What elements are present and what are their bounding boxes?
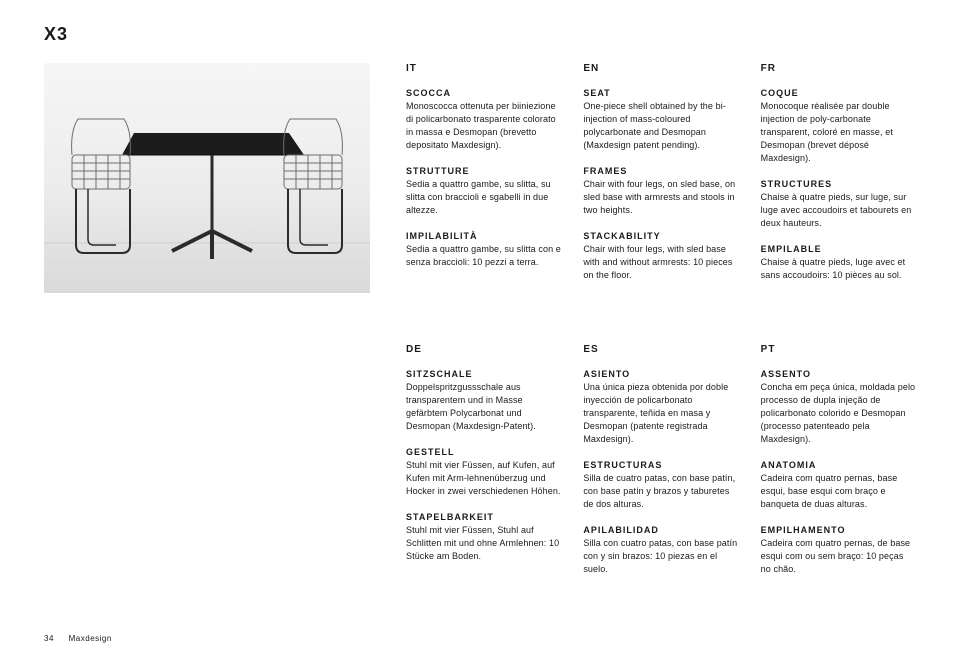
section-body: Sedia a quattro gambe, su slitta, su sli…: [406, 178, 561, 217]
lang-label-fr: FR: [761, 63, 916, 74]
section-title: ASSENTO: [761, 369, 916, 379]
section-title: ASIENTO: [583, 369, 738, 379]
section: EMPILHAMENTO Cadeira com quatro pernas, d…: [761, 525, 916, 576]
section-title: STRUCTURES: [761, 179, 916, 189]
section: IMPILABILITÀ Sedia a quattro gambe, su sl…: [406, 231, 561, 269]
section-title: GESTELL: [406, 447, 561, 457]
section: COQUE Monocoque réalisée par double injec…: [761, 88, 916, 165]
col-es: ES ASIENTO Una única pieza obtenida por d…: [583, 344, 738, 590]
section: ESTRUCTURAS Silla de cuatro patas, con ba…: [583, 460, 738, 511]
section-body: Silla con cuatro patas, con base patín c…: [583, 537, 738, 576]
lower-columns: DE SITZSCHALE Doppelspritzgussschale aus …: [406, 344, 916, 590]
section: GESTELL Stuhl mit vier Füssen, auf Kufen,…: [406, 447, 561, 498]
page-number: 34: [44, 634, 54, 643]
section-title: ESTRUCTURAS: [583, 460, 738, 470]
section-title: APILABILIDAD: [583, 525, 738, 535]
section: STAPELBARKEIT Stuhl mit vier Füssen, Stuh…: [406, 512, 561, 563]
lang-label-de: DE: [406, 344, 561, 355]
section: APILABILIDAD Silla con cuatro patas, con …: [583, 525, 738, 576]
section: STACKABILITY Chair with four legs, with s…: [583, 231, 738, 282]
section-body: One-piece shell obtained by the bi-injec…: [583, 100, 738, 152]
section-title: STRUTTURE: [406, 166, 561, 176]
section: ASSENTO Concha em peça única, moldada pel…: [761, 369, 916, 446]
section-title: EMPILHAMENTO: [761, 525, 916, 535]
page: X3: [0, 0, 960, 657]
section-title: FRAMES: [583, 166, 738, 176]
col-en: EN SEAT One-piece shell obtained by the b…: [583, 63, 738, 296]
col-fr: FR COQUE Monocoque réalisée par double in…: [761, 63, 916, 296]
section-title: STAPELBARKEIT: [406, 512, 561, 522]
section-body: Sedia a quattro gambe, su slitta con e s…: [406, 243, 561, 269]
lang-label-pt: PT: [761, 344, 916, 355]
section-title: EMPILABLE: [761, 244, 916, 254]
section-body: Chair with four legs, with sled base wit…: [583, 243, 738, 282]
section-body: Una única pieza obtenida por doble inyec…: [583, 381, 738, 446]
section: SITZSCHALE Doppelspritzgussschale aus tra…: [406, 369, 561, 433]
section-body: Monocoque réalisée par double injection …: [761, 100, 916, 165]
section-body: Cadeira com quatro pernas, de base esqui…: [761, 537, 916, 576]
section: STRUTTURE Sedia a quattro gambe, su slitt…: [406, 166, 561, 217]
footer-brand: Maxdesign: [69, 634, 112, 643]
section-title: COQUE: [761, 88, 916, 98]
section: FRAMES Chair with four legs, on sled base…: [583, 166, 738, 217]
lang-label-es: ES: [583, 344, 738, 355]
section: ANATOMIA Cadeira com quatro pernas, base …: [761, 460, 916, 511]
section-title: ANATOMIA: [761, 460, 916, 470]
section-body: Monoscocca ottenuta per biiniezione di p…: [406, 100, 561, 152]
section-body: Stuhl mit vier Füssen, Stuhl auf Schlitt…: [406, 524, 561, 563]
section-title: STACKABILITY: [583, 231, 738, 241]
lang-label-en: EN: [583, 63, 738, 74]
section-body: Silla de cuatro patas, con base patín, c…: [583, 472, 738, 511]
col-de: DE SITZSCHALE Doppelspritzgussschale aus …: [406, 344, 561, 590]
upper-columns: IT SCOCCA Monoscocca ottenuta per biiniez…: [406, 63, 916, 296]
product-code: X3: [44, 24, 916, 45]
section-body: Chaise à quatre pieds, luge avec et sans…: [761, 256, 916, 282]
section-title: SITZSCHALE: [406, 369, 561, 379]
col-it: IT SCOCCA Monoscocca ottenuta per biiniez…: [406, 63, 561, 296]
section: ASIENTO Una única pieza obtenida por dobl…: [583, 369, 738, 446]
section-title: SEAT: [583, 88, 738, 98]
section-body: Concha em peça única, moldada pelo proce…: [761, 381, 916, 446]
section-title: SCOCCA: [406, 88, 561, 98]
section-body: Doppelspritzgussschale aus transparentem…: [406, 381, 561, 433]
lang-label-it: IT: [406, 63, 561, 74]
section-body: Cadeira com quatro pernas, base esqui, b…: [761, 472, 916, 511]
section: STRUCTURES Chaise à quatre pieds, sur lug…: [761, 179, 916, 230]
product-photo: [44, 63, 370, 293]
section-title: IMPILABILITÀ: [406, 231, 561, 241]
upper-row: IT SCOCCA Monoscocca ottenuta per biiniez…: [44, 63, 916, 296]
section-body: Stuhl mit vier Füssen, auf Kufen, auf Ku…: [406, 459, 561, 498]
section-body: Chair with four legs, on sled base, on s…: [583, 178, 738, 217]
col-pt: PT ASSENTO Concha em peça única, moldada …: [761, 344, 916, 590]
page-footer: 34 Maxdesign: [44, 634, 112, 643]
section-body: Chaise à quatre pieds, sur luge, sur lug…: [761, 191, 916, 230]
section: SCOCCA Monoscocca ottenuta per biiniezion…: [406, 88, 561, 152]
section: SEAT One-piece shell obtained by the bi-i…: [583, 88, 738, 152]
section: EMPILABLE Chaise à quatre pieds, luge ave…: [761, 244, 916, 282]
